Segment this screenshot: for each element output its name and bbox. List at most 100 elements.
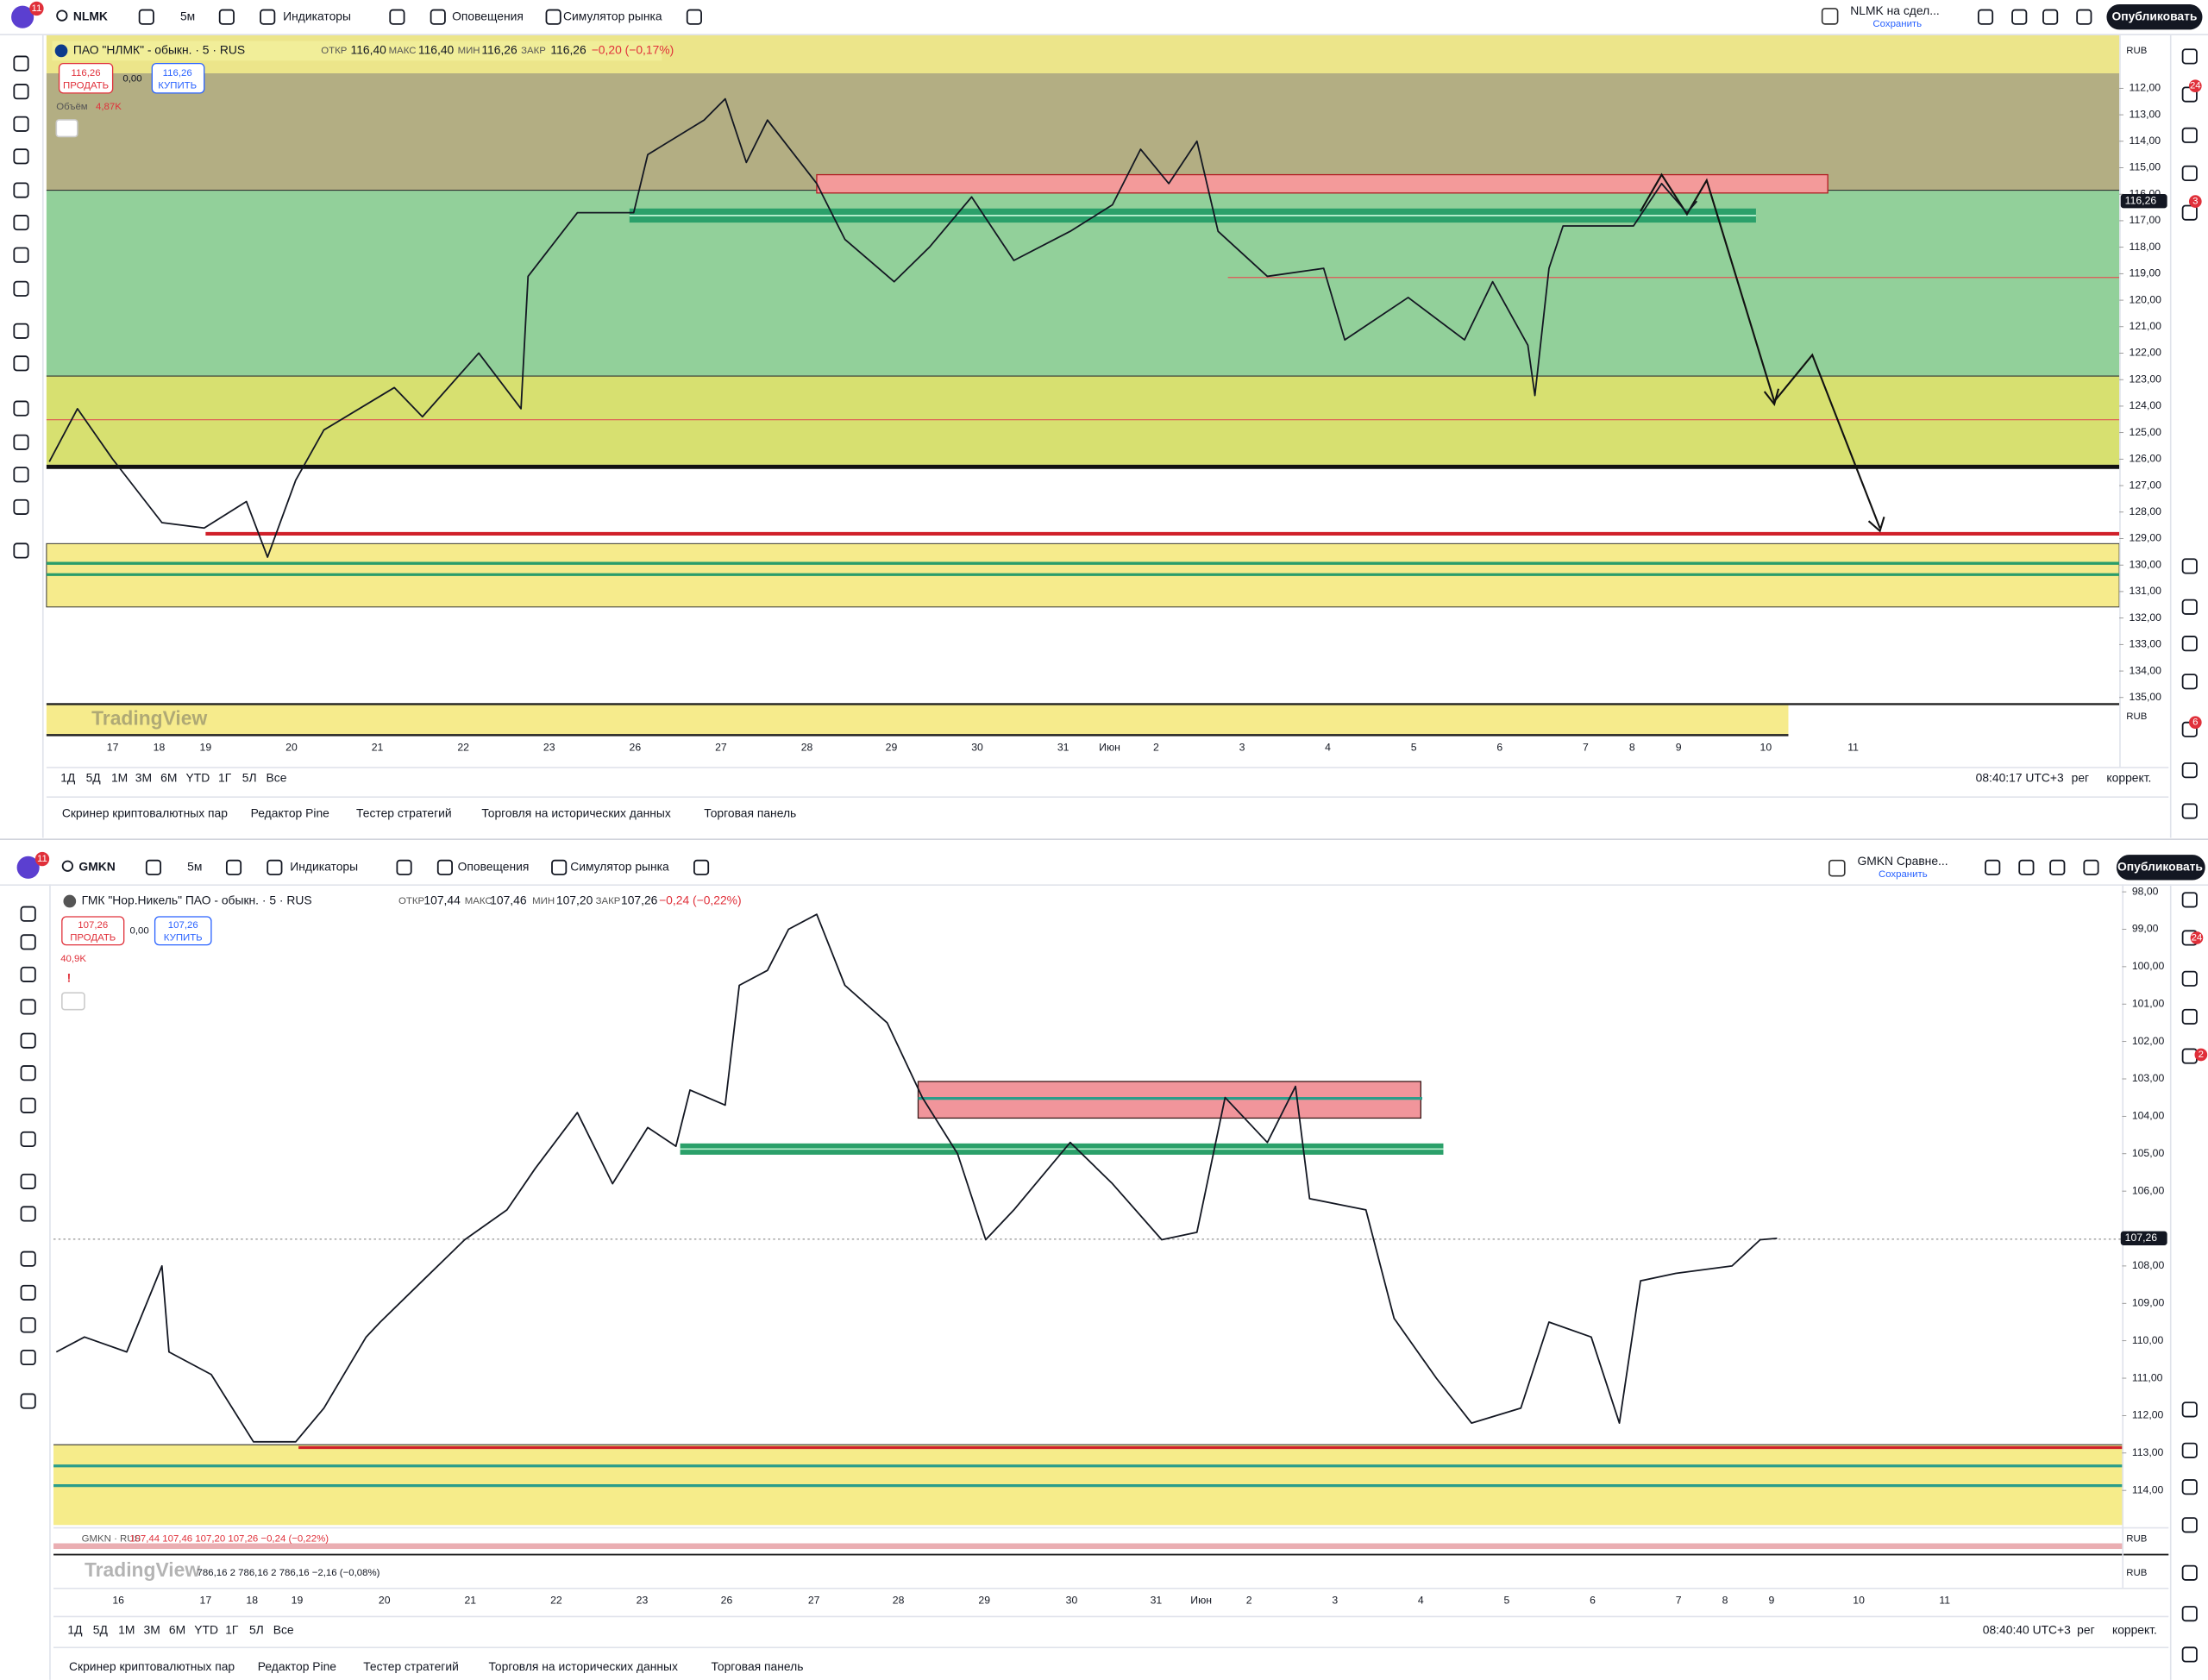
search-icon[interactable] [61, 860, 73, 872]
icon[interactable] [693, 859, 710, 875]
icon[interactable] [2181, 1401, 2198, 1418]
buy-label[interactable]: КУПИТЬ [164, 932, 203, 943]
icon[interactable] [20, 1317, 36, 1333]
icon[interactable] [218, 9, 235, 25]
icon[interactable] [2181, 1564, 2198, 1581]
icon[interactable] [436, 859, 453, 875]
timeframe[interactable]: 5Д [86, 771, 102, 785]
publish-button[interactable] [2106, 4, 2203, 30]
icon[interactable] [13, 434, 29, 450]
collapse-button[interactable] [55, 119, 78, 138]
icon[interactable] [267, 859, 283, 875]
icon[interactable] [13, 182, 29, 198]
icon[interactable] [20, 1393, 36, 1409]
toolbar-symbol[interactable]: GMKN [78, 859, 115, 873]
bottom-tab[interactable]: Редактор Pine [258, 1659, 337, 1673]
bottom-tab[interactable]: Тестер стратегий [363, 1659, 459, 1673]
icon[interactable] [20, 1097, 36, 1113]
icon[interactable] [2049, 859, 2066, 875]
icon[interactable] [20, 1032, 36, 1049]
icon[interactable] [2181, 970, 2198, 987]
icon[interactable] [20, 934, 36, 950]
icon[interactable] [13, 400, 29, 417]
bottom-tab[interactable]: Скринер криптовалютных пар [62, 806, 228, 819]
sell-label[interactable]: ПРОДАТЬ [70, 932, 116, 943]
icon[interactable] [2018, 859, 2035, 875]
bottom-tab[interactable]: Тестер стратегий [356, 806, 452, 819]
icon[interactable] [2181, 1048, 2198, 1064]
timeframe[interactable]: 3М [144, 1622, 160, 1636]
icon[interactable] [2181, 48, 2198, 65]
session[interactable]: рег [2077, 1622, 2094, 1636]
icon[interactable] [20, 1173, 36, 1189]
icon[interactable] [2181, 1008, 2198, 1025]
timeframe[interactable]: 6М [169, 1622, 185, 1636]
timeframe[interactable]: 1Г [225, 1622, 239, 1636]
icon[interactable] [145, 859, 162, 875]
logo[interactable] [11, 5, 34, 28]
icon[interactable] [2181, 1606, 2198, 1622]
icon[interactable] [20, 1284, 36, 1301]
icon[interactable] [2181, 599, 2198, 615]
icon[interactable] [551, 859, 568, 875]
icon[interactable] [2076, 9, 2092, 25]
sell-label[interactable]: ПРОДАТЬ [63, 81, 109, 91]
publish[interactable]: Опубликовать [2111, 9, 2197, 22]
toolbar-interval[interactable]: 5м [187, 859, 202, 873]
timeframe[interactable]: 6М [160, 771, 177, 785]
sell-button[interactable] [61, 916, 125, 946]
icon[interactable] [20, 1131, 36, 1147]
icon[interactable] [2181, 165, 2198, 182]
bottom-tab[interactable]: Скринер криптовалютных пар [69, 1659, 235, 1673]
icon[interactable] [13, 148, 29, 165]
toolbar-indicators[interactable]: Индикаторы [290, 859, 358, 873]
toolbar-symbol[interactable]: NLMK [73, 9, 108, 22]
checkbox[interactable] [1821, 8, 1839, 25]
icon[interactable] [396, 859, 412, 875]
icon[interactable] [13, 542, 29, 559]
icon[interactable] [13, 498, 29, 515]
checkbox[interactable] [1828, 859, 1846, 877]
buy-label[interactable]: КУПИТЬ [158, 81, 197, 91]
icon[interactable] [20, 999, 36, 1015]
search-icon[interactable] [56, 9, 68, 22]
icon[interactable] [20, 1206, 36, 1222]
bottom-tab[interactable]: Торговля на исторических данных [489, 1659, 678, 1673]
icon[interactable] [138, 9, 154, 25]
toolbar-interval[interactable]: 5м [180, 9, 195, 22]
toolbar-alerts[interactable]: Оповещения [458, 859, 530, 873]
icon[interactable] [430, 9, 446, 25]
timeframe[interactable]: 5Д [93, 1622, 109, 1636]
icon[interactable] [225, 859, 242, 875]
buy-button[interactable] [151, 62, 205, 94]
icon[interactable] [20, 1065, 36, 1081]
icon[interactable] [2181, 1517, 2198, 1533]
icon[interactable] [2083, 859, 2099, 875]
timeframe[interactable]: Все [267, 771, 287, 785]
adjust[interactable]: коррект. [2106, 771, 2151, 785]
buy-button[interactable] [154, 916, 212, 946]
bottom-tab[interactable]: Торговая панель [704, 806, 796, 819]
icon[interactable] [20, 1349, 36, 1366]
icon[interactable] [13, 55, 29, 72]
icon[interactable] [1985, 859, 2001, 875]
icon[interactable] [20, 966, 36, 982]
icon[interactable] [13, 323, 29, 339]
timeframe[interactable]: 1Г [218, 771, 232, 785]
icon[interactable] [2181, 636, 2198, 652]
icon[interactable] [2042, 9, 2059, 25]
icon[interactable] [2181, 204, 2198, 221]
bottom-tab[interactable]: Редактор Pine [251, 806, 330, 819]
icon[interactable] [20, 1251, 36, 1267]
icon[interactable] [2181, 892, 2198, 908]
timeframe[interactable]: 3М [135, 771, 152, 785]
icon[interactable] [686, 9, 702, 25]
toolbar-replay[interactable]: Симулятор рынка [563, 9, 662, 22]
publish[interactable]: Опубликовать [2117, 859, 2203, 873]
publish-button[interactable] [2116, 855, 2205, 881]
icon[interactable] [20, 906, 36, 922]
icon[interactable] [2181, 803, 2198, 819]
icon[interactable] [2181, 674, 2198, 690]
icon[interactable] [260, 9, 276, 25]
timeframe[interactable]: 1Д [60, 771, 76, 785]
